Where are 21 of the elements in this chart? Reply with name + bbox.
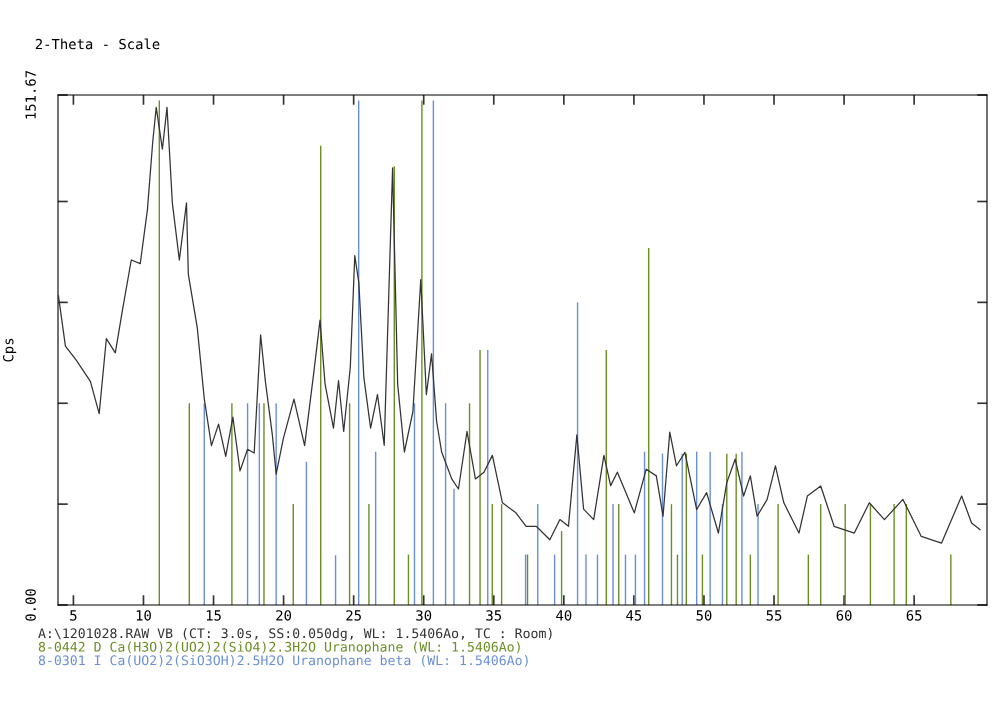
text: 8-0442 D Ca(H3O)2(UO2)2(SiO4)2.3H2O Uranophane (WL: 1.5406Ao) (38, 641, 520, 655)
text: 8-0301 I Ca(UO2)2(SiO3OH)2.5H2O Uranophane beta (WL: 1.5406Ao) (38, 655, 528, 668)
x-tick-label: 30 (416, 610, 432, 621)
x-tick-label: 20 (276, 610, 292, 621)
x-axis-title: 2-Theta - Scale (35, 38, 160, 50)
y-tick-label: 151.67 (25, 70, 36, 119)
x-tick-label: 25 (346, 610, 361, 621)
x-tick-label: 15 (206, 610, 221, 621)
text: A:\1201028.RAW VB (CT: 3.0s, SS:0.050dg, WL: 1.5406Ao, TC : Room) (38, 628, 552, 641)
x-tick-label: 65 (906, 610, 922, 621)
x-tick-label: 60 (836, 610, 852, 621)
x-tick-label: 5 (70, 610, 77, 621)
x-tick-label: 10 (136, 610, 151, 621)
x-tick-label: 55 (766, 610, 782, 621)
x-tick-label: 35 (486, 610, 502, 621)
x-tick-label: 40 (556, 610, 572, 621)
y-tick-label: 0.00 (25, 589, 36, 621)
x-tick-label: 50 (696, 610, 712, 621)
line-series (58, 106, 981, 544)
x-tick-label: 45 (626, 610, 642, 621)
y-axis-title: Cps (3, 338, 17, 362)
